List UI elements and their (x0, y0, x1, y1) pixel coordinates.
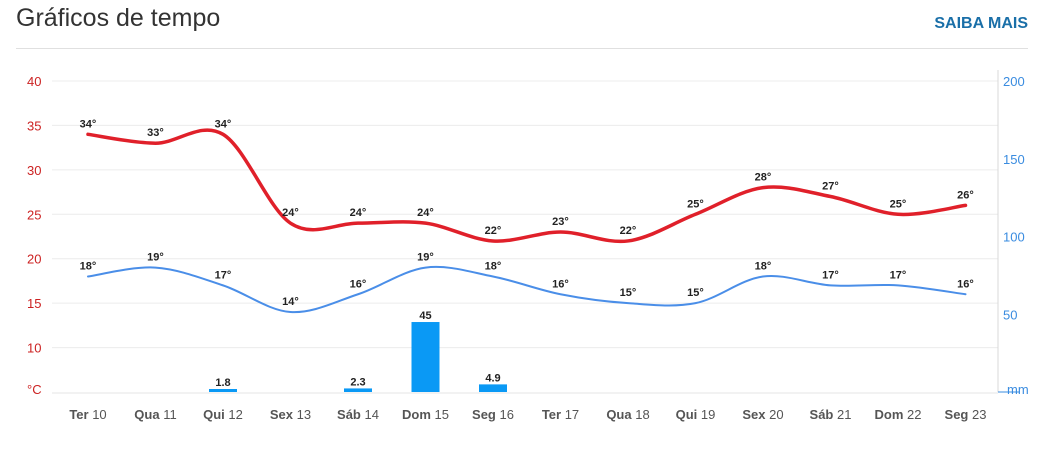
x-axis-label: Ter 17 (542, 407, 579, 422)
page-title: Gráficos de tempo (16, 4, 221, 32)
left-axis-tick: 10 (27, 341, 41, 356)
series-label-min: 16° (350, 278, 367, 290)
precip-bar (209, 389, 237, 392)
series-label-min: 17° (890, 269, 907, 281)
x-axis-label: Seg 16 (472, 407, 514, 422)
precip-label: 45 (419, 310, 431, 322)
series-label-min: 19° (147, 252, 164, 264)
series-label-min: 16° (552, 278, 569, 290)
precip-label: 4.9 (485, 372, 500, 384)
series-label-max: 22° (485, 225, 502, 237)
series-label-max: 33° (147, 127, 164, 139)
series-label-min: 16° (957, 278, 974, 290)
series-line-max (86, 128, 968, 244)
precip-label: 2.3 (350, 376, 365, 388)
x-axis-label: Ter 10 (69, 407, 106, 422)
left-axis-unit: °C (27, 382, 42, 397)
series-label-min: 17° (822, 269, 839, 281)
series-label-max: 24° (417, 207, 434, 219)
series-label-min: 18° (755, 260, 772, 272)
series-label-max: 23° (552, 216, 569, 228)
x-axis-label: Sáb 21 (810, 407, 852, 422)
series-label-max: 24° (282, 207, 299, 219)
x-axis-label: Qui 19 (676, 407, 716, 422)
right-axis-tick: 50 (1003, 307, 1017, 322)
right-axis-unit: mm (1007, 382, 1029, 397)
left-axis-tick: 35 (27, 118, 41, 133)
x-axis-label: Qua 11 (134, 407, 176, 422)
right-axis-tick: 100 (1003, 230, 1025, 245)
series-label-max: 34° (80, 118, 97, 130)
left-axis-tick: 40 (27, 74, 41, 89)
precip-label: 1.8 (215, 377, 230, 389)
x-axis-label: Sáb 14 (337, 407, 379, 422)
series-label-max: 28° (755, 172, 772, 184)
x-axis-label: Seg 23 (945, 407, 987, 422)
precip-bar (411, 322, 440, 392)
series-label-min: 17° (215, 269, 232, 281)
series-label-min: 18° (485, 260, 502, 272)
series-label-min: 18° (80, 260, 97, 272)
precip-bar (344, 388, 372, 392)
series-label-max: 22° (620, 225, 637, 237)
header-divider (16, 48, 1028, 49)
x-axis-label: Dom 15 (402, 407, 449, 422)
precip-bar (479, 384, 507, 392)
x-axis-label: Dom 22 (875, 407, 922, 422)
series-label-max: 26° (957, 189, 974, 201)
x-axis-label: Sex 13 (270, 407, 311, 422)
series-label-max: 25° (890, 198, 907, 210)
x-axis-label: Qua 18 (606, 407, 649, 422)
series-label-max: 27° (822, 181, 839, 193)
more-link[interactable]: SAIBA MAIS (934, 15, 1028, 32)
series-label-min: 15° (687, 287, 704, 299)
right-axis-tick: 150 (1003, 152, 1025, 167)
series-line-min (87, 265, 967, 314)
left-axis-tick: 25 (27, 207, 41, 222)
left-axis-tick: 30 (27, 163, 41, 178)
series-label-max: 34° (215, 118, 232, 130)
x-axis-label: Qui 12 (203, 407, 243, 422)
right-axis-tick: 200 (1003, 74, 1025, 89)
series-label-max: 25° (687, 198, 704, 210)
series-label-min: 14° (282, 296, 299, 308)
left-axis-tick: 20 (27, 252, 41, 267)
series-label-max: 24° (350, 207, 367, 219)
x-axis-label: Sex 20 (742, 407, 783, 422)
series-label-min: 15° (620, 287, 637, 299)
left-axis-tick: 15 (27, 296, 41, 311)
series-label-min: 19° (417, 252, 434, 264)
